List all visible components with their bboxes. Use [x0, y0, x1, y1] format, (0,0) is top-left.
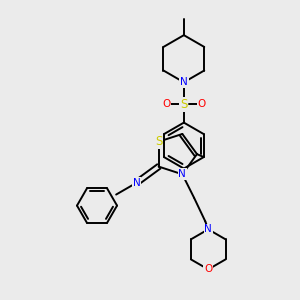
Text: O: O — [162, 99, 170, 110]
Text: O: O — [204, 264, 212, 274]
Text: S: S — [155, 135, 162, 148]
Text: N: N — [180, 77, 188, 87]
Text: O: O — [197, 99, 206, 110]
Text: N: N — [204, 224, 212, 234]
Text: S: S — [180, 98, 188, 111]
Text: N: N — [178, 169, 186, 179]
Text: N: N — [133, 178, 140, 188]
